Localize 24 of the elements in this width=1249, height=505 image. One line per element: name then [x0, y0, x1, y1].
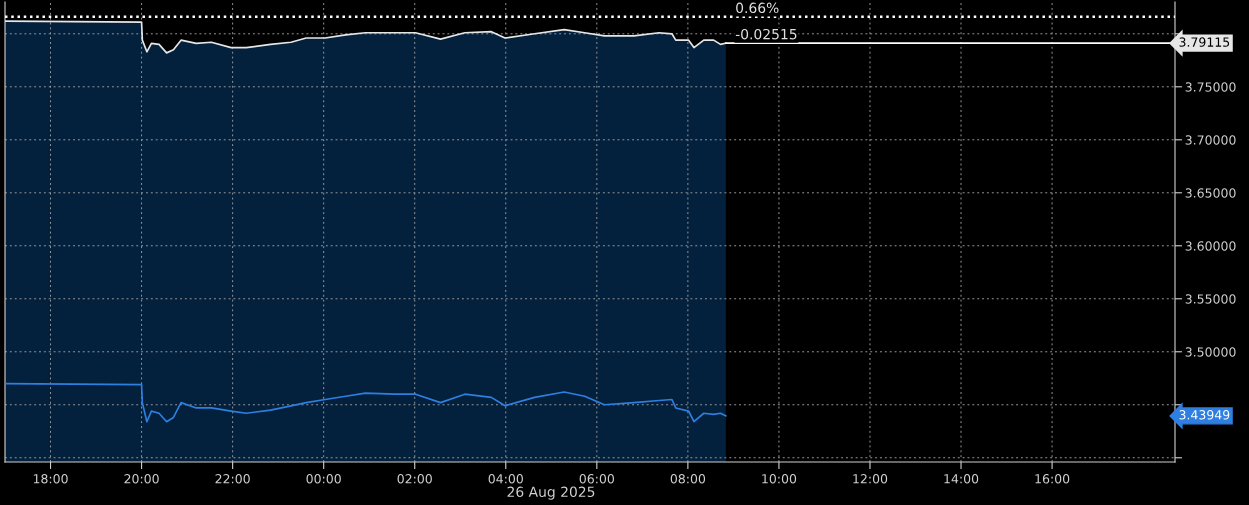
x-tick-label: 18:00 [33, 474, 68, 484]
y-tick-label: 3.55000 [1185, 294, 1236, 304]
x-tick-label: 12:00 [853, 474, 888, 484]
x-tick-label: 08:00 [670, 474, 706, 484]
x-tick-label: 06:00 [579, 474, 615, 484]
text: 3.79115 [1179, 37, 1230, 47]
y-tick-label: 3.60000 [1185, 241, 1236, 251]
y-tick-label: 3.50000 [1185, 347, 1236, 357]
x-tick-label: 14:00 [944, 474, 979, 484]
x-tick-label: 04:00 [488, 474, 523, 484]
line-series [5, 382, 727, 423]
y-tick-label: 3.75000 [1185, 82, 1236, 92]
y-tick-label: 3.65000 [1185, 188, 1236, 198]
x-tick-label: 22:00 [215, 474, 250, 484]
x-tick-label: 10:00 [762, 474, 797, 484]
x-tick-label: 16:00 [1035, 474, 1070, 484]
y-tick-label: 3.70000 [1185, 135, 1236, 145]
annotation: -0.02515 [735, 28, 797, 40]
x-tick-label: 20:00 [124, 474, 159, 484]
x-tick-label: 00:00 [306, 474, 341, 484]
text: 26 Aug 2025 [507, 486, 595, 500]
annotation: 0.66% [736, 2, 779, 14]
text: 3.43949 [1179, 410, 1230, 420]
x-tick-label: 02:00 [397, 474, 432, 484]
